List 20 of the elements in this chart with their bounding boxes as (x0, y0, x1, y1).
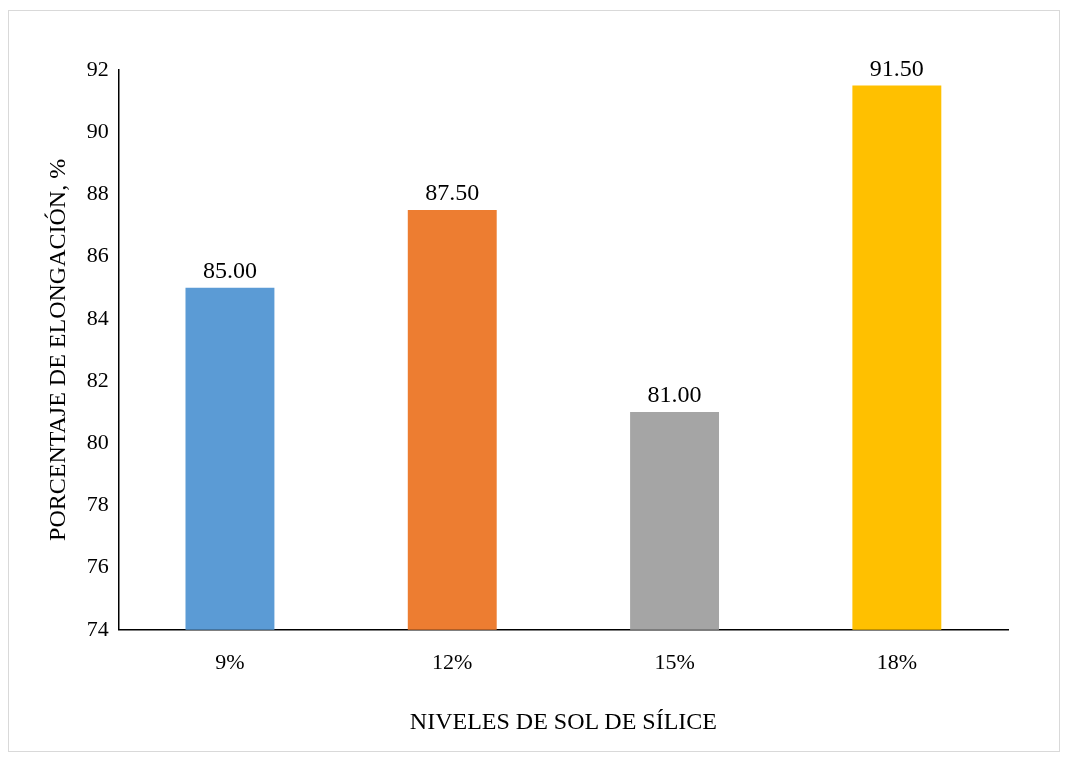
data-label: 91.50 (869, 54, 924, 81)
y-tick-label: 92 (86, 55, 109, 81)
data-label: 85.00 (202, 257, 257, 283)
x-tick-label: 18% (876, 648, 918, 674)
y-tick-label: 86 (86, 242, 109, 268)
y-tick-label: 78 (86, 491, 109, 517)
y-tick-label: 80 (86, 428, 109, 454)
x-tick-label: 12% (432, 648, 473, 674)
y-axis-title: PORCENTAJE DE ELONGACIÓN, % (43, 158, 70, 541)
data-label: 87.50 (425, 179, 480, 206)
x-tick-label: 15% (654, 648, 695, 674)
y-tick-label: 74 (86, 615, 109, 641)
x-axis-title: NIVELES DE SOL DE SÍLICE (409, 707, 717, 734)
y-tick-label: 82 (86, 366, 109, 392)
y-tick-label: 84 (86, 304, 109, 330)
y-tick-label: 88 (86, 180, 109, 206)
y-tick-label: 76 (86, 553, 109, 579)
data-label: 81.00 (647, 381, 702, 408)
y-tick-label: 90 (86, 117, 109, 143)
x-tick-label: 9% (215, 648, 245, 674)
